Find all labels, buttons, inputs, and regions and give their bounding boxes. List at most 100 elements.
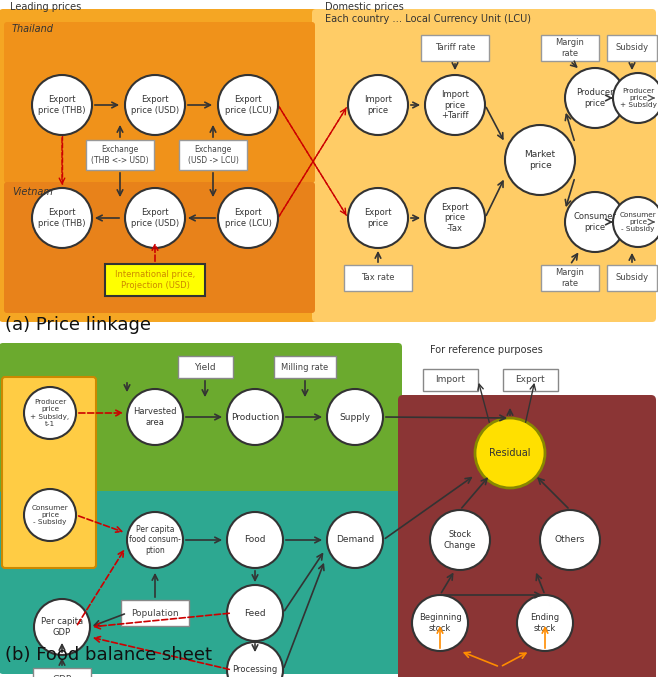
Text: Vietnam: Vietnam — [12, 187, 53, 197]
Circle shape — [425, 188, 485, 248]
FancyBboxPatch shape — [607, 35, 657, 61]
Text: Population: Population — [131, 609, 179, 617]
Text: Processing: Processing — [232, 665, 278, 674]
Circle shape — [24, 489, 76, 541]
FancyBboxPatch shape — [105, 264, 205, 296]
FancyBboxPatch shape — [344, 265, 412, 291]
Text: Export
price: Export price — [365, 209, 392, 227]
FancyBboxPatch shape — [503, 369, 557, 391]
FancyBboxPatch shape — [178, 356, 232, 378]
Text: Residual: Residual — [490, 448, 531, 458]
Text: Exchange
(THB <-> USD): Exchange (THB <-> USD) — [91, 146, 149, 165]
Text: Export
price (USD): Export price (USD) — [131, 209, 179, 227]
Circle shape — [505, 125, 575, 195]
Text: (b) Food balance sheet: (b) Food balance sheet — [5, 646, 212, 664]
Circle shape — [613, 73, 658, 123]
Circle shape — [327, 389, 383, 445]
Text: Ending
stock: Ending stock — [530, 613, 559, 633]
FancyBboxPatch shape — [33, 668, 91, 677]
Text: Import: Import — [435, 376, 465, 385]
FancyBboxPatch shape — [121, 600, 189, 626]
Circle shape — [32, 188, 92, 248]
Text: Import
price
+Tariff: Import price +Tariff — [441, 90, 469, 120]
Text: Export
price (LCU): Export price (LCU) — [224, 95, 272, 114]
Text: Supply: Supply — [340, 412, 370, 422]
Text: Per capita
food consum-
ption: Per capita food consum- ption — [129, 525, 181, 555]
Text: Consumer
price
- Subsidy: Consumer price - Subsidy — [620, 212, 657, 232]
Text: Export
price (THB): Export price (THB) — [38, 95, 86, 114]
Circle shape — [613, 197, 658, 247]
Text: Producer
price
+ Subsidy: Producer price + Subsidy — [620, 88, 657, 108]
Text: Others: Others — [555, 536, 585, 544]
Text: Subsidy: Subsidy — [615, 274, 649, 282]
Text: Exchange
(USD -> LCU): Exchange (USD -> LCU) — [188, 146, 238, 165]
Text: International price,
Projection (USD): International price, Projection (USD) — [115, 270, 195, 290]
Text: Harvested
area: Harvested area — [134, 408, 177, 427]
Text: Export
price (LCU): Export price (LCU) — [224, 209, 272, 227]
Circle shape — [125, 75, 185, 135]
Text: Feed: Feed — [244, 609, 266, 617]
Circle shape — [565, 192, 625, 252]
FancyBboxPatch shape — [0, 343, 402, 506]
FancyBboxPatch shape — [4, 22, 315, 183]
Text: Milling rate: Milling rate — [282, 362, 328, 372]
Text: Market
price: Market price — [524, 150, 555, 170]
FancyBboxPatch shape — [179, 140, 247, 170]
FancyBboxPatch shape — [0, 491, 402, 674]
FancyBboxPatch shape — [86, 140, 154, 170]
Circle shape — [34, 599, 90, 655]
FancyBboxPatch shape — [421, 35, 489, 61]
Text: Export
price
-Tax: Export price -Tax — [442, 203, 468, 233]
Circle shape — [565, 68, 625, 128]
Circle shape — [127, 389, 183, 445]
Text: Food: Food — [244, 536, 266, 544]
Circle shape — [540, 510, 600, 570]
Text: Thailand: Thailand — [12, 24, 54, 34]
FancyBboxPatch shape — [4, 182, 315, 313]
Circle shape — [24, 387, 76, 439]
Circle shape — [412, 595, 468, 651]
Text: Production: Production — [231, 412, 279, 422]
Text: Export
price (THB): Export price (THB) — [38, 209, 86, 227]
Text: Producer
price
+ Subsidy,
t-1: Producer price + Subsidy, t-1 — [30, 399, 70, 427]
Text: Each country … Local Currency Unit (LCU): Each country … Local Currency Unit (LCU) — [325, 14, 531, 24]
FancyBboxPatch shape — [422, 369, 478, 391]
Circle shape — [430, 510, 490, 570]
Text: (a) Price linkage: (a) Price linkage — [5, 316, 151, 334]
Circle shape — [127, 512, 183, 568]
FancyBboxPatch shape — [398, 395, 656, 677]
Circle shape — [218, 75, 278, 135]
Text: Yield: Yield — [194, 362, 216, 372]
Text: Export: Export — [515, 376, 545, 385]
Text: Tax rate: Tax rate — [361, 274, 395, 282]
Text: Per capita
GDP: Per capita GDP — [41, 617, 83, 636]
Circle shape — [348, 75, 408, 135]
FancyBboxPatch shape — [541, 35, 599, 61]
FancyBboxPatch shape — [274, 356, 336, 378]
Circle shape — [227, 389, 283, 445]
FancyBboxPatch shape — [2, 377, 96, 568]
Circle shape — [425, 75, 485, 135]
Text: Import
price: Import price — [364, 95, 392, 114]
Circle shape — [227, 642, 283, 677]
Circle shape — [227, 512, 283, 568]
Text: Subsidy: Subsidy — [615, 43, 649, 53]
FancyBboxPatch shape — [0, 9, 320, 322]
Text: Leading prices: Leading prices — [10, 2, 81, 12]
FancyBboxPatch shape — [541, 265, 599, 291]
Text: Stock
Change: Stock Change — [443, 530, 476, 550]
FancyBboxPatch shape — [607, 265, 657, 291]
Text: Consumer
price
- Subsidy: Consumer price - Subsidy — [32, 505, 68, 525]
Circle shape — [32, 75, 92, 135]
Circle shape — [227, 585, 283, 641]
Text: Margin
rate: Margin rate — [555, 268, 584, 288]
Text: Tariff rate: Tariff rate — [435, 43, 475, 53]
Text: Beginning
stock: Beginning stock — [418, 613, 461, 633]
Text: Export
price (USD): Export price (USD) — [131, 95, 179, 114]
Circle shape — [475, 418, 545, 488]
Text: Domestic prices: Domestic prices — [325, 2, 404, 12]
Text: Demand: Demand — [336, 536, 374, 544]
Circle shape — [348, 188, 408, 248]
Circle shape — [218, 188, 278, 248]
Text: Margin
rate: Margin rate — [555, 39, 584, 58]
